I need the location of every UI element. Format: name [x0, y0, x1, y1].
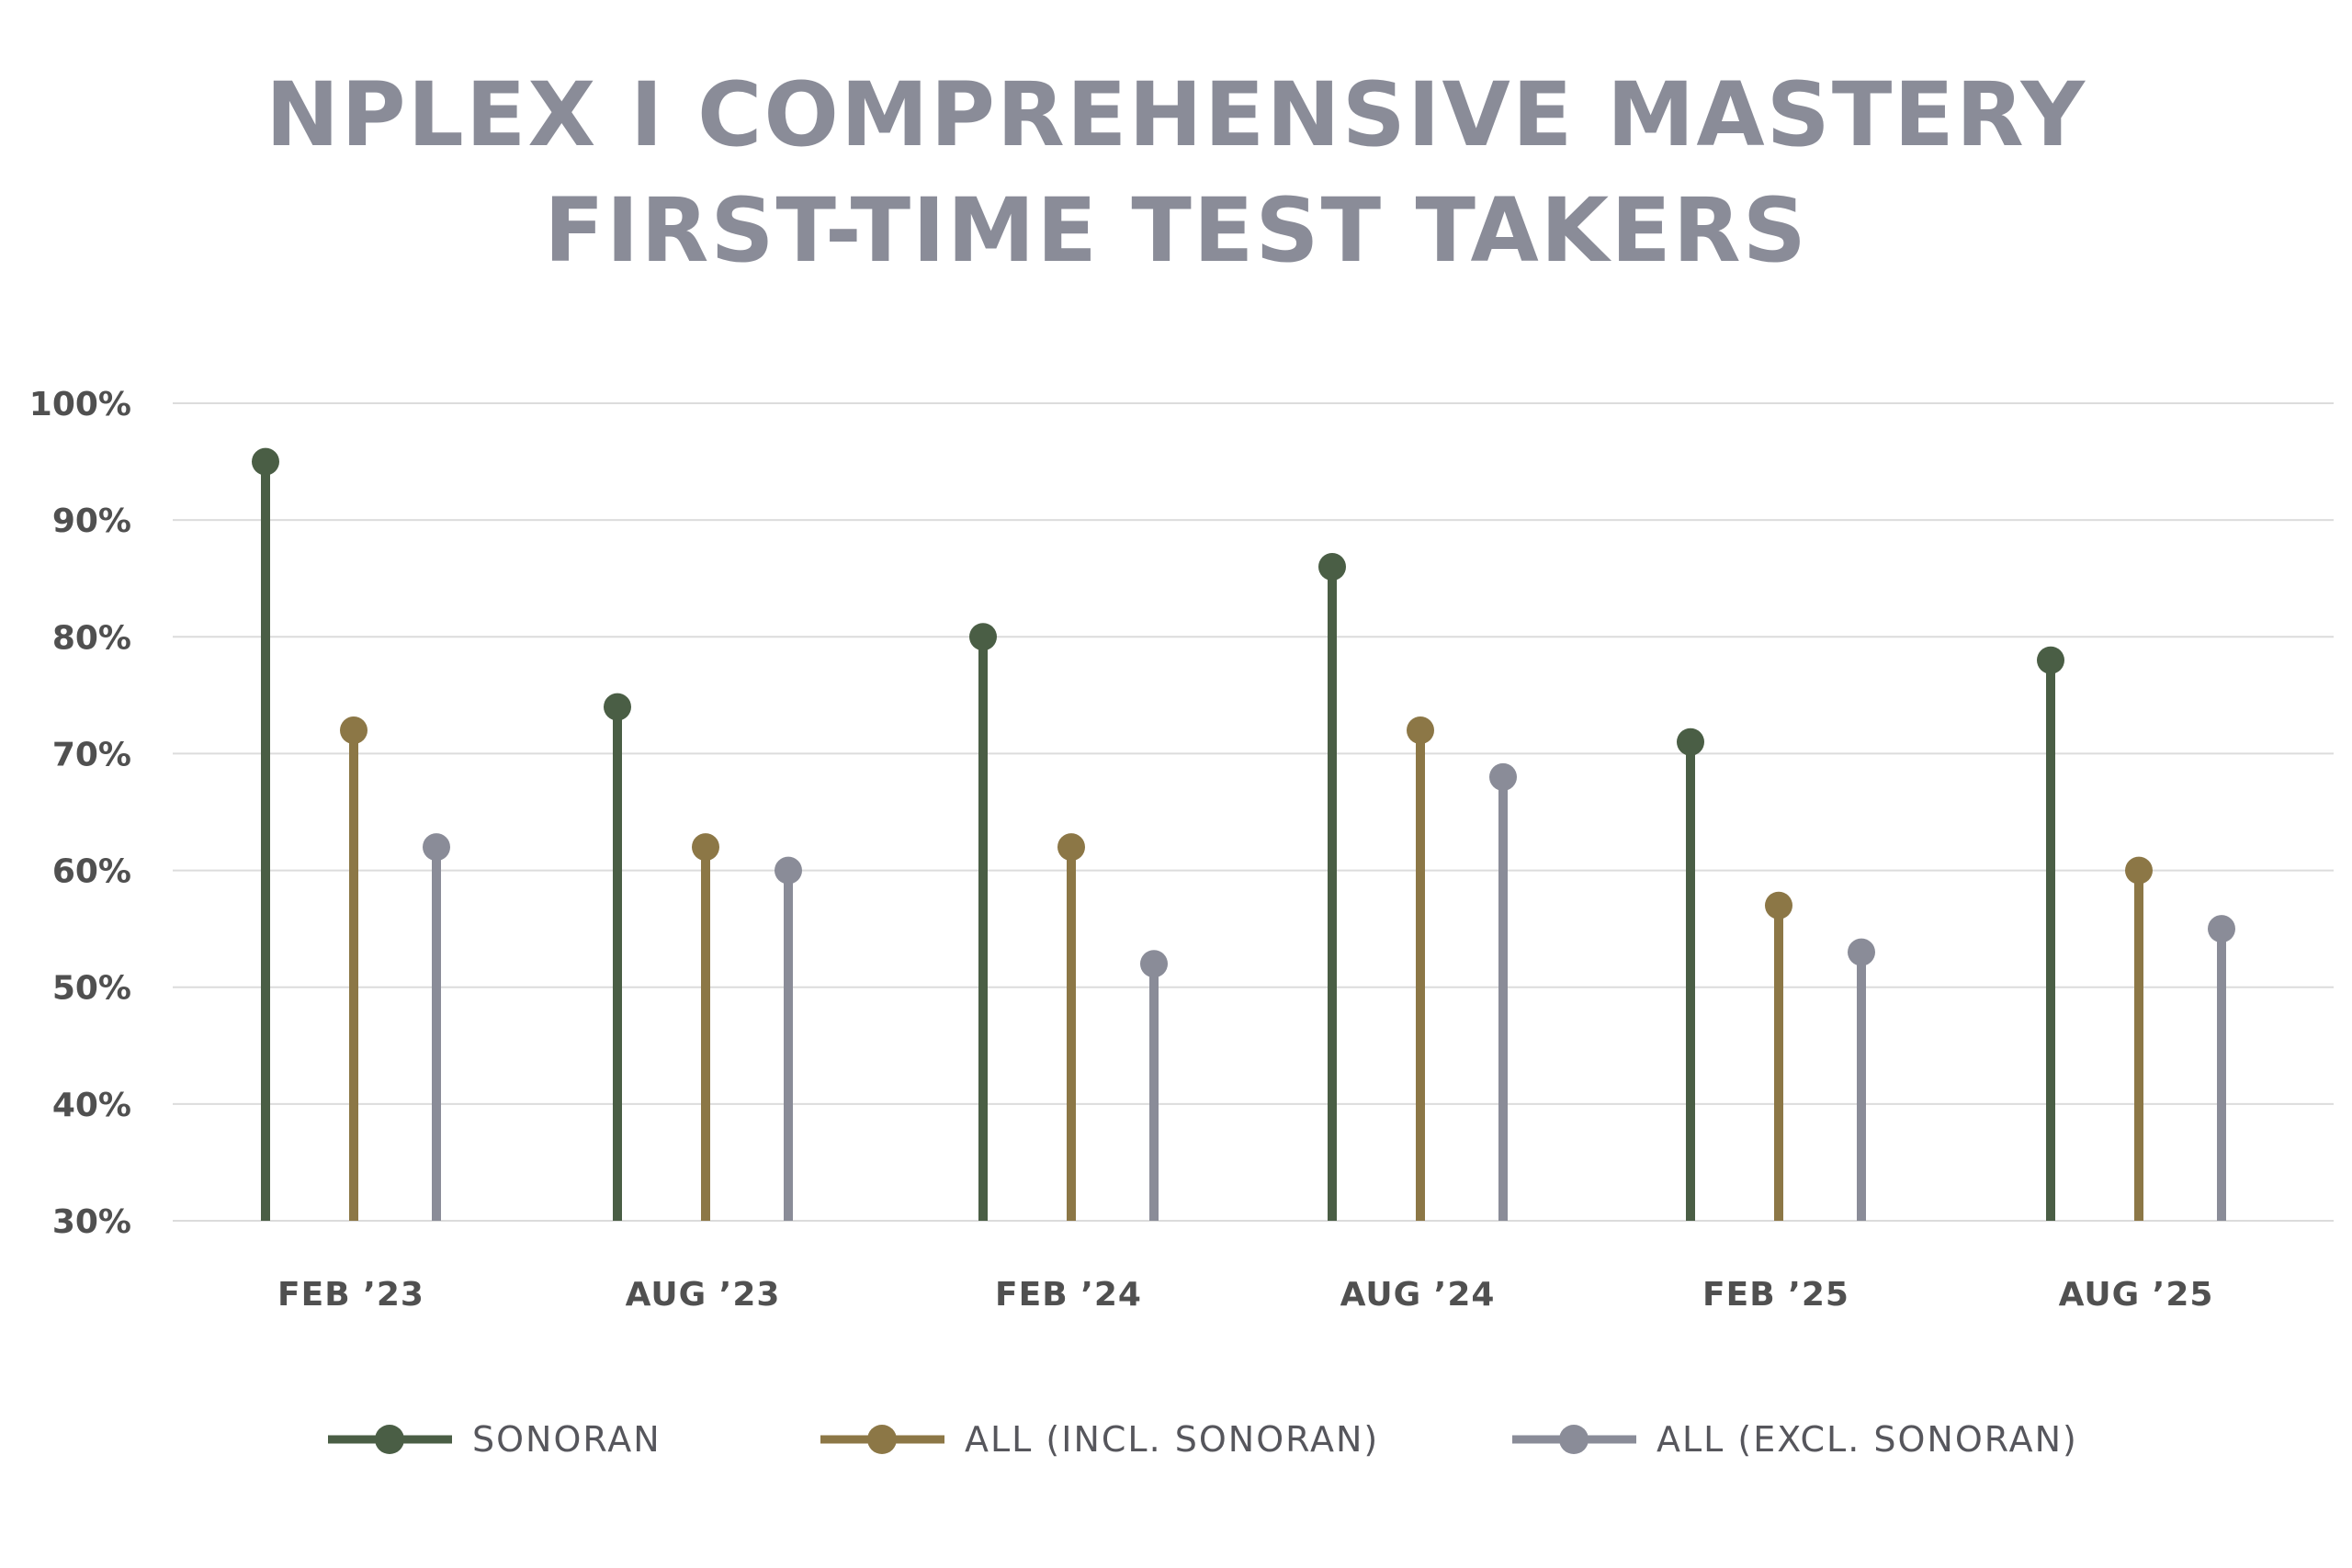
lollipop-dot	[1848, 938, 1875, 966]
series-1	[252, 447, 2064, 1221]
lollipop-dot	[252, 447, 279, 476]
legend-item: ALL (INCL. SONORAN)	[820, 1419, 1379, 1460]
legend-dot	[1559, 1425, 1589, 1454]
lollipop-dot	[340, 716, 368, 744]
legend-item: SONORAN	[328, 1419, 662, 1460]
legend-item: ALL (EXCL. SONORAN)	[1512, 1419, 2078, 1460]
lollipop-dot	[692, 833, 719, 862]
lollipop-dot	[2208, 915, 2235, 943]
legend-label: ALL (EXCL. SONORAN)	[1657, 1419, 2078, 1460]
chart-title-line-2: FIRST-TIME TEST TAKERS	[544, 179, 1808, 282]
lollipop-dot	[423, 833, 450, 862]
lollipop-dot	[1140, 950, 1168, 978]
y-tick-label: 40%	[52, 1087, 131, 1124]
lollipop-dot	[775, 856, 802, 885]
y-tick-label: 50%	[52, 970, 131, 1008]
lollipop-dot	[2125, 856, 2153, 885]
x-category-label: FEB ’23	[277, 1276, 424, 1314]
lollipop-dot	[1057, 833, 1085, 862]
series-2	[340, 716, 2153, 1221]
y-tick-label: 80%	[52, 619, 131, 657]
legend-label: ALL (INCL. SONORAN)	[965, 1419, 1379, 1460]
gridlines	[173, 402, 2334, 1222]
y-tick-label: 70%	[52, 736, 131, 773]
y-tick-label: 60%	[52, 853, 131, 891]
lollipop-dot	[969, 623, 997, 651]
legend-label: SONORAN	[472, 1419, 662, 1460]
x-axis: FEB ’23 AUG ’23 FEB ’24 AUG ’24 FEB ’25 AUG ’…	[277, 1276, 2214, 1314]
legend-dot	[375, 1425, 404, 1454]
x-category-label: FEB ’25	[1702, 1276, 1849, 1314]
lollipop-dot	[1318, 553, 1346, 581]
lollipop-dot	[604, 693, 631, 721]
y-tick-label: 30%	[52, 1203, 131, 1241]
y-axis: 100% 90% 80% 70% 60% 50% 40% 30%	[29, 386, 131, 1241]
y-tick-label: 100%	[29, 386, 131, 423]
x-category-label: AUG ’25	[2059, 1276, 2214, 1314]
legend-dot	[867, 1425, 897, 1454]
lollipop-dot	[1489, 762, 1517, 791]
x-category-label: AUG ’24	[1340, 1276, 1496, 1314]
lollipop-dot	[2037, 646, 2064, 674]
series-3	[423, 762, 2235, 1221]
x-category-label: AUG ’23	[626, 1276, 781, 1314]
lollipop-dot	[1407, 716, 1434, 744]
legend: SONORAN ALL (INCL. SONORAN) ALL (EXCL. SON…	[328, 1419, 2078, 1460]
lollipop-dot	[1677, 728, 1704, 756]
chart-title: NPLEX I COMPREHENSIVE MASTERY FIRST-TIME…	[0, 57, 2352, 288]
y-tick-label: 90%	[52, 502, 131, 540]
plot-marks	[252, 447, 2235, 1221]
lollipop-dot	[1765, 891, 1792, 919]
chart-title-line-1: NPLEX I COMPREHENSIVE MASTERY	[265, 63, 2087, 166]
x-category-label: FEB ’24	[995, 1276, 1142, 1314]
